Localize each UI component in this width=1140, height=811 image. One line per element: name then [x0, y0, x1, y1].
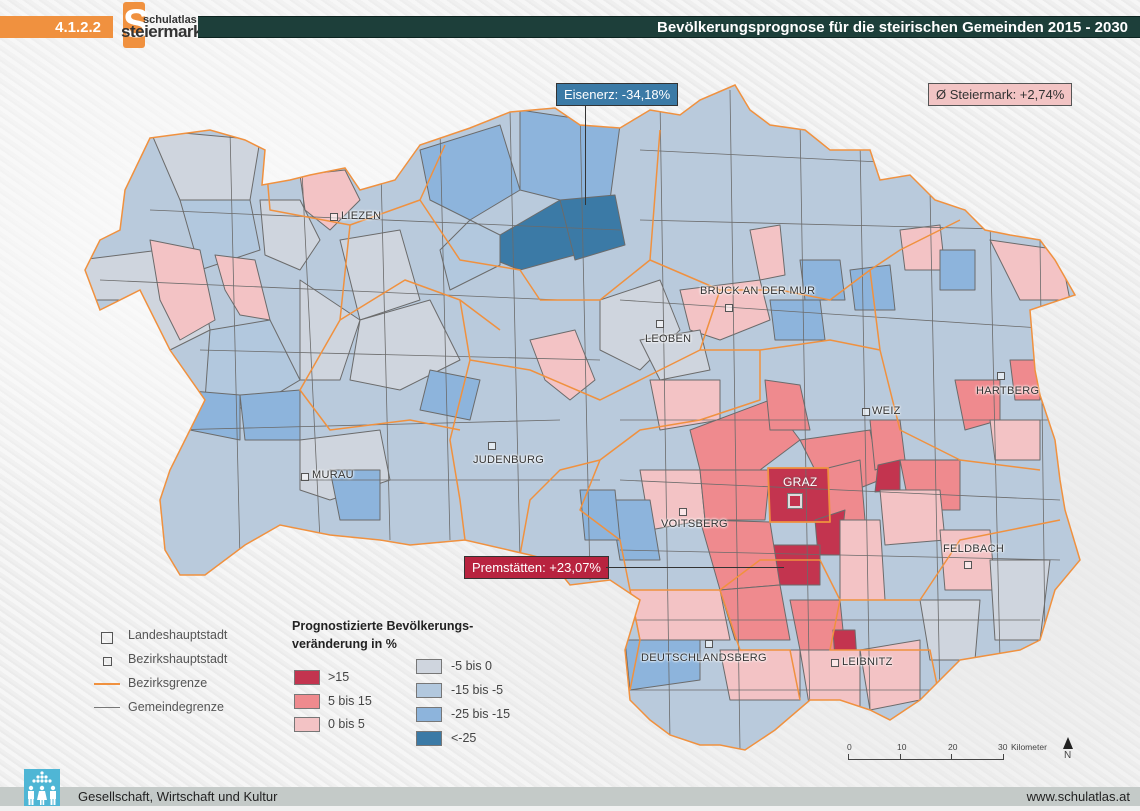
legend-label-m5-0: -5 bis 0	[451, 659, 492, 673]
city-label-voitsberg: VOITSBERG	[661, 518, 728, 530]
legend-swatch-gt15	[294, 670, 320, 685]
legend-title-line1: Prognostizierte Bevölkerungs-	[292, 619, 474, 633]
city-label-judenburg: JUDENBURG	[473, 454, 545, 466]
feldbach-marker	[964, 561, 972, 569]
judenburg-marker	[488, 442, 496, 450]
legend-label-5-15: 5 bis 15	[328, 694, 372, 708]
legend-title: Prognostizierte Bevölkerungs- veränderun…	[292, 617, 473, 653]
legend-swatch-m15-m5	[416, 683, 442, 698]
city-label-bruck: BRUCK AN DER MUR	[700, 285, 816, 297]
scale-tick-20: 20	[948, 742, 958, 752]
page-title: Bevölkerungsprognose für die steirischen…	[657, 18, 1128, 36]
legend-swatch-lt-m25	[416, 731, 442, 746]
eisenerz-leader-line	[585, 105, 586, 205]
north-arrow-icon	[1063, 737, 1073, 749]
city-label-murau: MURAU	[312, 469, 354, 481]
average-callout: Ø Steiermark: +2,74%	[928, 83, 1073, 106]
legend-swatch-5-15	[294, 694, 320, 709]
legend-bezirkshauptstadt: Bezirkshauptstadt	[128, 652, 228, 666]
city-label-weiz: WEIZ	[872, 405, 901, 417]
scale-unit: Kilometer	[1011, 742, 1047, 752]
logo-big-text: steiermark	[121, 22, 203, 41]
murau-marker	[301, 473, 309, 481]
city-label-hartberg: HARTBERG	[976, 385, 1040, 397]
legend-title-line2: veränderung in %	[292, 637, 397, 651]
premstaetten-callout: Premstätten: +23,07%	[464, 556, 609, 579]
city-label-liezen: LIEZEN	[341, 210, 382, 222]
city-label-leoben: LEOBEN	[645, 333, 692, 345]
premstaetten-leader-line	[606, 567, 784, 568]
legend-label-gt15: >15	[328, 670, 350, 684]
scale-tick-30: 30	[998, 742, 1008, 752]
legend-gemeindegrenze-line	[94, 707, 120, 708]
people-icon	[24, 769, 60, 806]
city-label-feldbach: FELDBACH	[943, 543, 1005, 555]
legend-bezirkshauptstadt-icon	[103, 657, 112, 666]
legend-gemeindegrenze: Gemeindegrenze	[128, 700, 224, 714]
bruck-marker	[725, 304, 733, 312]
deutschlandsberg-marker	[705, 640, 713, 648]
legend-label-m15-m5: -15 bis -5	[451, 683, 504, 697]
title-bar: Bevölkerungsprognose für die steirischen…	[198, 16, 1140, 38]
graz-marker	[788, 494, 802, 508]
legend-label-lt-m25: <-25	[451, 731, 477, 745]
city-label-leibnitz: LEIBNITZ	[842, 656, 893, 668]
scale-tick-0: 0	[847, 742, 852, 752]
legend-label-0-5: 0 bis 5	[328, 717, 365, 731]
legend-landeshauptstadt: Landeshauptstadt	[128, 628, 228, 642]
liezen-marker	[330, 213, 338, 221]
footer-bar	[0, 787, 1140, 806]
legend-label-m25-m15: -25 bis -15	[451, 707, 511, 721]
eisenerz-callout: Eisenerz: -34,18%	[556, 83, 679, 106]
footer-url[interactable]: www.schulatlas.at	[1026, 789, 1130, 804]
city-label-graz: GRAZ	[783, 475, 818, 489]
voitsberg-marker	[679, 508, 687, 516]
north-label: N	[1064, 750, 1072, 761]
logo-small-text: schulatlas	[143, 14, 197, 26]
leoben-marker	[656, 320, 664, 328]
section-number: 4.1.2.2	[0, 16, 113, 38]
legend-bezirksgrenze: Bezirksgrenze	[128, 676, 208, 690]
weiz-marker	[862, 408, 870, 416]
legend-landeshauptstadt-icon	[101, 632, 113, 644]
legend-swatch-m25-m15	[416, 707, 442, 722]
schulatlas-logo: S schulatlas steiermark	[117, 2, 203, 48]
legend-bezirksgrenze-line	[94, 683, 120, 685]
leibnitz-marker	[831, 659, 839, 667]
footer-topic: Gesellschaft, Wirtschaft und Kultur	[78, 789, 278, 804]
hartberg-marker	[997, 372, 1005, 380]
legend-swatch-0-5	[294, 717, 320, 732]
scale-tick-10: 10	[897, 742, 907, 752]
legend-swatch-m5-0	[416, 659, 442, 674]
city-label-deutschlandsberg: DEUTSCHLANDSBERG	[641, 652, 767, 664]
scale-bar	[848, 754, 1004, 760]
